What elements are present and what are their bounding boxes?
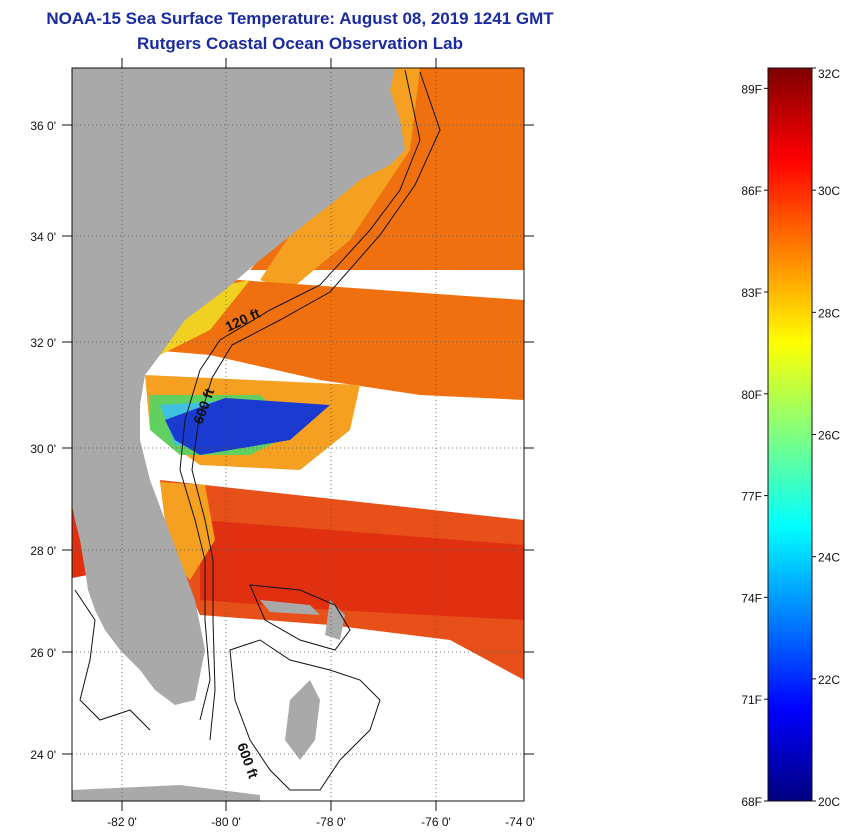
land-bahamas-abaco	[325, 600, 345, 640]
colorbar-label-celsius: 32C	[818, 67, 840, 81]
colorbar-celsius-labels: 32C 30C 28C 26C 24C 22C 20C	[818, 67, 840, 809]
sst-swath-central	[150, 278, 524, 400]
colorbar-label-fahrenheit: 86F	[741, 184, 762, 198]
colorbar-label-fahrenheit: 80F	[741, 388, 762, 402]
colorbar-label-celsius: 26C	[818, 429, 840, 443]
colorbar-label-celsius: 24C	[818, 551, 840, 565]
colorbar-fahrenheit-labels: 89F 86F 83F 80F 77F 74F 71F 68F	[741, 82, 762, 809]
colorbar-label-fahrenheit: 71F	[741, 693, 762, 707]
contour-bahamas-bank	[229, 639, 381, 791]
contour-600ft	[191, 71, 441, 741]
chart-subtitle: Rutgers Coastal Ocean Observation Lab	[137, 34, 463, 53]
lat-label-30: 30 0'	[30, 442, 56, 456]
lat-label-26: 26 0'	[30, 646, 56, 660]
graticule	[72, 68, 524, 801]
colorbar-label-fahrenheit: 89F	[741, 82, 762, 96]
lon-label-80: -80 0'	[211, 815, 241, 829]
colorbar-label-fahrenheit: 74F	[741, 591, 762, 605]
lon-label-76: -76 0'	[421, 815, 451, 829]
contour-little-bahama-bank	[249, 584, 351, 651]
map-frame	[71, 67, 525, 802]
colorbar-label-fahrenheit: 83F	[741, 286, 762, 300]
land-us-southeast	[72, 68, 405, 705]
colorbar-label-celsius: 28C	[818, 306, 840, 320]
colorbar-label-celsius: 30C	[818, 184, 840, 198]
contour-gulf-shelf	[74, 589, 151, 731]
lon-label-78: -78 0'	[316, 815, 346, 829]
chart-title: NOAA-15 Sea Surface Temperature: August …	[46, 9, 554, 28]
sst-swath-south-hot	[200, 520, 524, 620]
lat-label-28: 28 0'	[30, 544, 56, 558]
colorbar-label-fahrenheit: 68F	[741, 795, 762, 809]
lat-label-36: 36 0'	[30, 119, 56, 133]
land-bahamas-andros	[285, 680, 320, 760]
colorbar-label-celsius: 22C	[818, 673, 840, 687]
land-cuba	[72, 785, 260, 801]
lat-label-34: 34 0'	[30, 230, 56, 244]
colorbar-label-celsius: 20C	[818, 795, 840, 809]
frame-ticks	[62, 58, 534, 811]
lon-label-82: -82 0'	[107, 815, 137, 829]
land-bahamas-gbi	[260, 600, 320, 615]
lat-label-24: 24 0'	[30, 748, 56, 762]
colorbar-ticks	[764, 67, 816, 802]
colorbar-gradient	[767, 67, 813, 802]
colorbar-label-fahrenheit: 77F	[741, 490, 762, 504]
lon-label-74: -74 0'	[505, 815, 535, 829]
lat-label-32: 32 0'	[30, 336, 56, 350]
contour-120ft	[179, 69, 421, 721]
sst-upwelling-blue	[165, 398, 330, 455]
